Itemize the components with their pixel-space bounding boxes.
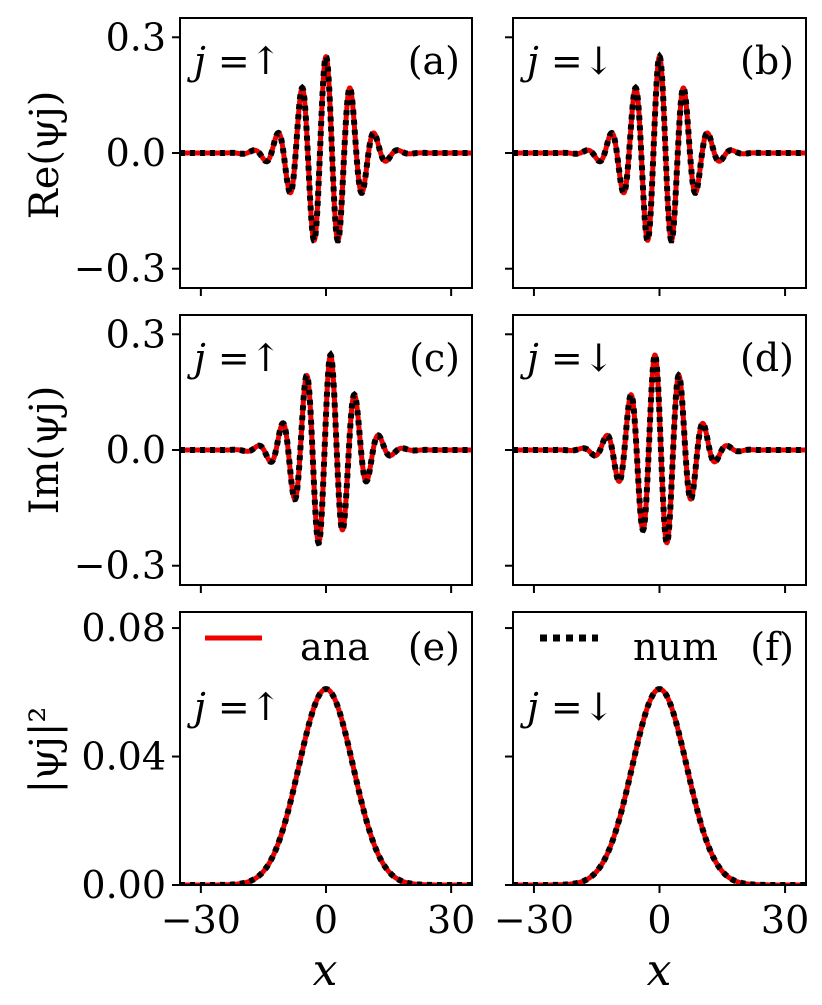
panel-f: −30 0 30 (f) j =↓ — [494, 611, 809, 942]
panel-b: (b) j =↓ — [505, 17, 807, 296]
spin-label-f: j =↓ — [520, 685, 615, 729]
panel-letter-b: (b) — [740, 39, 794, 83]
ytick-label: 0.0 — [106, 428, 166, 472]
ytick-label: −0.3 — [74, 544, 166, 588]
ytick-label: 0.3 — [106, 312, 166, 356]
xlabel-right: x — [647, 945, 672, 996]
panel-c: −0.3 0.0 0.3 (c) j =↑ — [74, 312, 473, 593]
series-num-line — [180, 51, 472, 244]
series-num-line — [180, 350, 472, 547]
legend-label-ana: ana — [300, 625, 370, 669]
panel-letter-d: (d) — [740, 336, 794, 380]
panel-d: (d) j =↓ — [505, 314, 807, 593]
spin-label-b: j =↓ — [520, 39, 615, 83]
xlabel-left: x — [313, 945, 338, 996]
panel-letter-c: (c) — [409, 336, 460, 380]
spin-label-a: j =↑ — [187, 39, 282, 83]
ylabel-im: Im(ψj) — [22, 386, 68, 515]
panel-letter-a: (a) — [408, 39, 460, 83]
xtick-label: −30 — [161, 898, 241, 942]
xtick-label: −30 — [494, 898, 574, 942]
ylabel-re: Re(ψj) — [22, 91, 68, 220]
panel-a-curves — [180, 51, 472, 244]
series-num-line — [513, 350, 806, 547]
ytick-label: 0.04 — [81, 735, 166, 779]
series-num-line — [180, 686, 472, 885]
panel-e: −30 0 30 0.00 0.04 0.08 (e) j =↑ — [81, 606, 475, 942]
ytick-label: 0.08 — [81, 606, 166, 650]
panel-b-curves — [513, 51, 806, 244]
ytick-label: 0.0 — [106, 131, 166, 175]
legend: ana num — [205, 625, 718, 669]
panel-d-curves — [513, 350, 806, 547]
ylabel-density: |ψj|² — [22, 707, 68, 794]
panel-letter-f: (f) — [750, 625, 794, 669]
legend-label-num: num — [633, 625, 718, 669]
panel-letter-e: (e) — [408, 625, 460, 669]
xtick-label: 0 — [314, 898, 338, 942]
spin-label-e: j =↑ — [187, 685, 282, 729]
xtick-label: 30 — [427, 898, 475, 942]
ytick-label: −0.3 — [74, 247, 166, 291]
xtick-label: 30 — [761, 898, 809, 942]
xtick-label: 0 — [647, 898, 671, 942]
series-num-line — [513, 686, 806, 885]
panel-a: −0.3 0.0 0.3 (a) j =↑ — [74, 15, 473, 296]
ytick-label: 0.3 — [106, 15, 166, 59]
panel-c-curves — [180, 350, 472, 547]
panels-layer: −0.3 0.0 0.3 (a) j =↑ (b) j =↓ −0.3 0.0 0.3 (c) j =… — [74, 15, 810, 942]
spin-label-d: j =↓ — [520, 336, 615, 380]
ytick-label: 0.00 — [81, 863, 166, 907]
spin-label-c: j =↑ — [187, 336, 282, 380]
series-num-line — [513, 51, 806, 244]
